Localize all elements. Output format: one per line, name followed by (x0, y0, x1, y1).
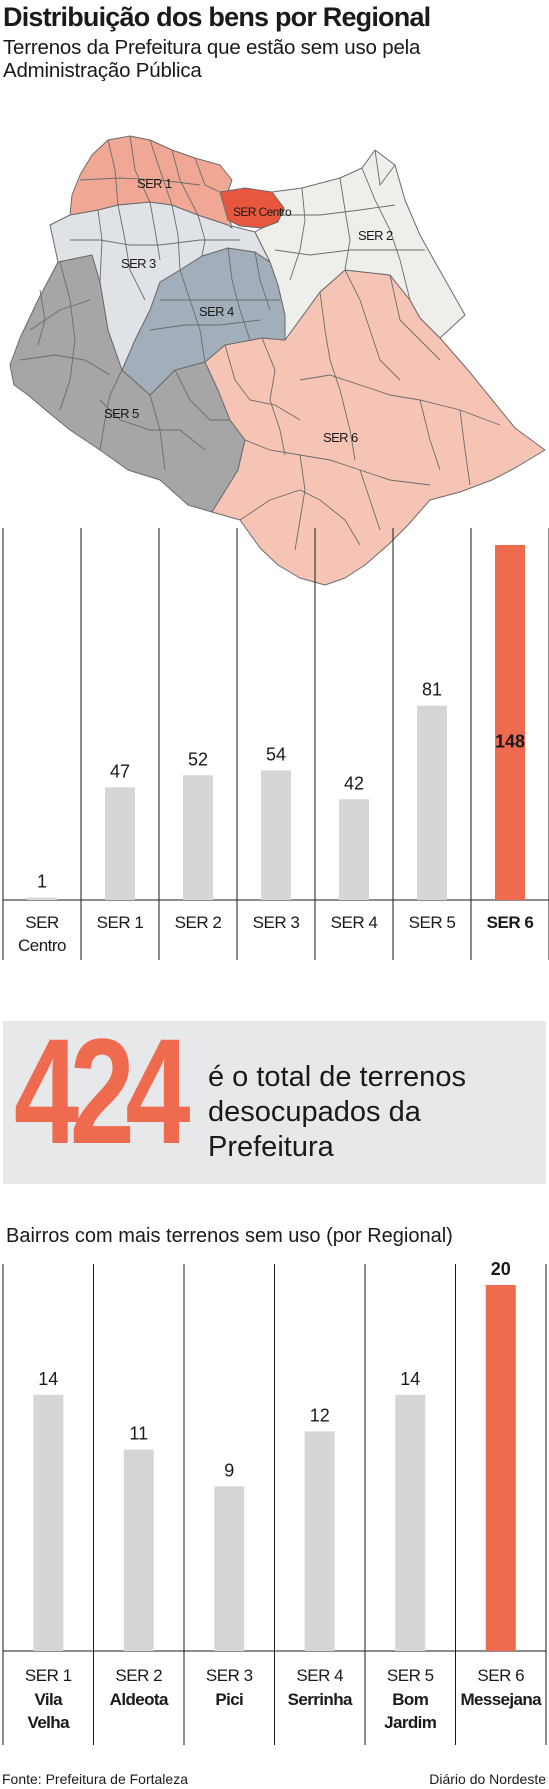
chart1-value-label: 148 (495, 732, 525, 752)
chart2-neighborhood-label: Messejana (460, 1690, 542, 1709)
chart2-neighborhood-label: Velha (28, 1713, 71, 1732)
regional-map: SER 1 SER Centro SER 2 SER 3 SER 4 SER 5… (9, 135, 546, 586)
source-text: Fonte: Prefeitura de Fortaleza (2, 1771, 188, 1787)
chart2-category-label: SER 3 (206, 1666, 253, 1685)
chart1-category-label: SER 6 (487, 913, 534, 932)
chart1-value-label: 42 (344, 773, 364, 793)
chart2-bar (395, 1394, 426, 1651)
chart1-bar (261, 770, 291, 900)
chart1-bar (183, 775, 213, 900)
page-subtitle: Terrenos da Prefeitura que estão sem uso… (3, 36, 421, 82)
brand-text: Diário do Nordeste (429, 1771, 546, 1787)
chart1-bar (105, 787, 135, 900)
chart1-value-label: 52 (188, 749, 208, 769)
chart2-value-label: 9 (224, 1460, 234, 1480)
chart1-value-label: 47 (110, 761, 130, 781)
chart1-category-label: SER 4 (331, 913, 378, 932)
chart2-neighborhood-label: Vila (34, 1690, 63, 1709)
page-title: Distribuição dos bens por Regional (3, 2, 431, 32)
chart1-category-label: SER 1 (97, 913, 144, 932)
chart2-bar (33, 1394, 64, 1651)
map-label-ser6: SER 6 (323, 430, 358, 445)
map-label-centro: SER Centro (233, 205, 292, 219)
map-label-ser2: SER 2 (358, 228, 393, 243)
chart1-category-label: SER 5 (409, 913, 456, 932)
chart2-bar (485, 1285, 516, 1651)
map-label-ser3: SER 3 (121, 256, 156, 271)
total-number: 424 (14, 1007, 191, 1175)
map-region-ser1 (69, 135, 233, 229)
map-label-ser1: SER 1 (137, 176, 172, 191)
chart1-category-label: SER 3 (253, 913, 300, 932)
neighborhood-chart-title: Bairros com mais terrenos sem uso (por R… (6, 1225, 453, 1247)
chart2-value-label: 12 (310, 1405, 330, 1425)
chart2-bar (123, 1449, 154, 1651)
chart1-value-label: 1 (37, 872, 47, 892)
chart2-neighborhood-label: Aldeota (110, 1690, 169, 1709)
chart2-bar (214, 1486, 245, 1651)
chart1-bar (27, 897, 57, 900)
chart2-value-label: 20 (491, 1259, 511, 1279)
chart2-category-label: SER 4 (296, 1666, 343, 1685)
chart2-neighborhood-label: Jardim (384, 1713, 437, 1732)
chart2-bar (304, 1431, 335, 1651)
chart2-neighborhood-label: Pici (215, 1690, 243, 1709)
chart2-value-label: 11 (129, 1424, 148, 1444)
chart2-neighborhood-label: Bom (392, 1690, 428, 1709)
chart2-neighborhood-label: Serrinha (288, 1690, 353, 1709)
chart-ser-totals: 1 SER Centro 47 SER 1 52 SER 2 54 SER 3 42 SER 4 81… (2, 528, 549, 960)
chart1-value-label: 54 (266, 744, 286, 764)
chart1-category-label: SER (25, 913, 59, 932)
chart-neighborhoods: 14 SER 1 Vila Velha 11 SER 2 Aldeota 9 SER 3 Pici… (2, 1259, 547, 1745)
total-text: é o total de terrenos desocupados da Pre… (208, 1061, 466, 1163)
chart2-category-label: SER 6 (477, 1666, 524, 1685)
chart2-category-label: SER 2 (115, 1666, 162, 1685)
map-label-ser5: SER 5 (104, 406, 139, 421)
chart1-category-label: SER 2 (175, 913, 222, 932)
chart2-category-label: SER 1 (25, 1666, 72, 1685)
chart2-category-label: SER 5 (387, 1666, 434, 1685)
map-label-ser4: SER 4 (199, 304, 234, 319)
total-box (3, 1021, 546, 1184)
chart1-value-label: 81 (422, 680, 442, 700)
chart1-bar (417, 705, 447, 900)
chart2-value-label: 14 (38, 1369, 58, 1389)
chart2-value-label: 14 (400, 1369, 420, 1389)
chart1-bar (495, 545, 525, 900)
chart1-bar (339, 799, 369, 900)
chart1-category-label: Centro (18, 936, 66, 955)
